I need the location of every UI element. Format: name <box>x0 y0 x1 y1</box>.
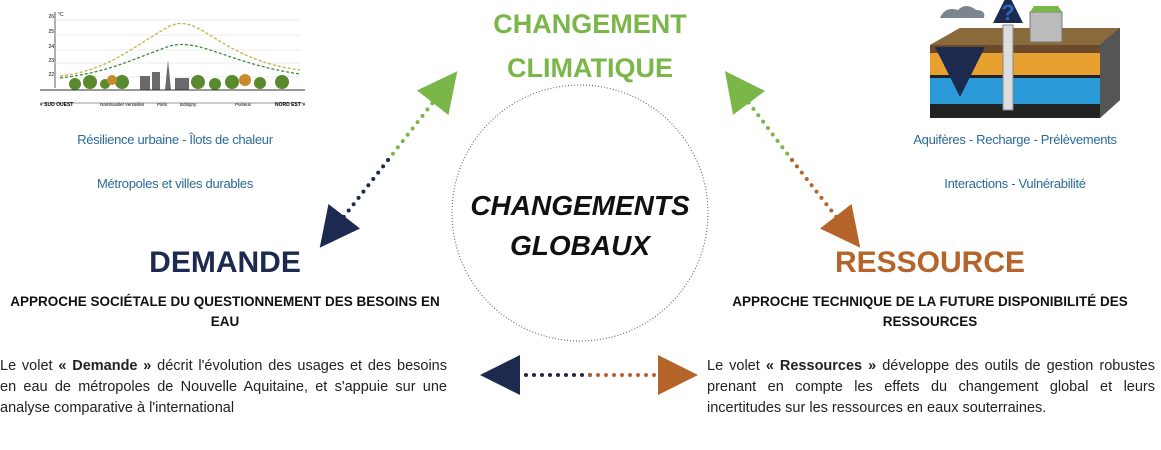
ressource-title: RESSOURCE <box>700 246 1160 280</box>
climate-title-line: CLIMATIQUE <box>440 46 740 90</box>
fig-y-label: 22 <box>48 72 54 78</box>
demande-subtitle: APPROCHE SOCIÉTALE DU QUESTIONNEMENT DES… <box>0 292 450 332</box>
fig-question: ? <box>1001 0 1014 25</box>
fig-place: Puiseux <box>235 102 252 107</box>
text-bold: « Ressources » <box>766 358 876 374</box>
climate-title-line: CHANGEMENT <box>440 2 740 46</box>
text: Le volet <box>707 358 766 374</box>
text: Le volet <box>0 358 58 374</box>
ressource-text: Le volet « Ressources » développe des ou… <box>707 356 1155 419</box>
aquifer-figure: ? <box>930 0 1120 118</box>
fig-axis-start: « SUD OUEST <box>40 102 73 108</box>
demande-text: Le volet « Demande » décrit l'évolution … <box>0 356 447 419</box>
fig-axis-end: NORD EST » <box>275 102 305 108</box>
center-line: CHANGEMENTS <box>450 186 710 226</box>
fig-place: Rambouillet <box>100 102 125 107</box>
fig-y-label: 26 <box>48 14 54 20</box>
fig-place: Paris <box>157 102 168 107</box>
fig-unit: °C <box>58 12 64 18</box>
demande-title: DEMANDE <box>0 246 450 280</box>
right-caption: Aquifères - Recharge - Prélèvements <box>870 132 1160 147</box>
text-bold: « Demande » <box>58 358 151 374</box>
fig-y-label: 23 <box>48 58 54 64</box>
climate-title: CHANGEMENT CLIMATIQUE <box>440 2 740 90</box>
fig-place: Versailles <box>125 102 145 107</box>
ressource-subtitle: APPROCHE TECHNIQUE DE LA FUTURE DISPONIB… <box>705 292 1155 332</box>
center-label: CHANGEMENTS GLOBAUX <box>450 186 710 266</box>
fig-y-label: 24 <box>48 44 54 50</box>
center-line: GLOBAUX <box>450 226 710 266</box>
page: 26 25 24 23 22 °C « SUD OUEST NORD EST »… <box>0 0 1161 450</box>
left-caption: Métropoles et villes durables <box>20 176 330 191</box>
fig-y-label: 25 <box>48 29 54 35</box>
heat-island-figure: 26 25 24 23 22 °C « SUD OUEST NORD EST »… <box>40 12 305 108</box>
fig-place: Bobigny <box>180 102 197 107</box>
right-caption: Interactions - Vulnérabilité <box>870 176 1160 191</box>
left-caption: Résilience urbaine - Îlots de chaleur <box>20 132 330 147</box>
